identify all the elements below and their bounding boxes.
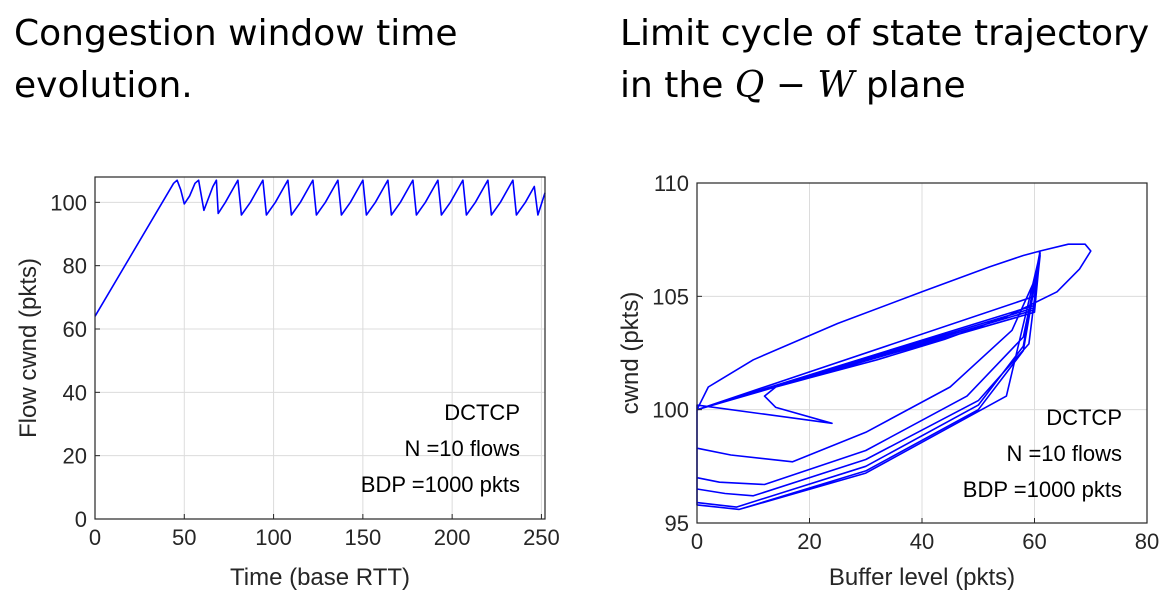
left-xtick-label-0: 0 [89, 525, 101, 550]
left-xtick-label-1: 50 [172, 525, 196, 550]
right-series-line-0 [696, 243, 1092, 511]
left-axes-box [94, 176, 546, 520]
right-ytick-label-1: 100 [652, 398, 689, 423]
left-ytick-label-3: 60 [63, 317, 87, 342]
left-annotation-1: N =10 flows [404, 436, 520, 461]
right-caption-suffix: plane [854, 65, 966, 106]
left-xlabel: Time (base RTT) [230, 564, 410, 591]
right-xtick-label-0: 0 [691, 529, 703, 554]
left-ytick-label-0: 0 [75, 507, 87, 532]
left-ytick-label-2: 40 [63, 380, 87, 405]
left-ylabel: Flow cwnd (pkts) [15, 258, 42, 438]
left-annotation-0: DCTCP [444, 400, 520, 425]
right-ylabel: cwnd (pkts) [617, 292, 644, 415]
right-xtick-label-1: 20 [797, 529, 821, 554]
right-caption-prefix: Limit cycle of state trajectory in the [620, 13, 1150, 106]
right-annotation-0: DCTCP [1046, 405, 1122, 430]
left-series-line-0 [94, 179, 546, 317]
left-ytick-label-1: 20 [63, 444, 87, 469]
right-xtick-label-3: 60 [1022, 529, 1046, 554]
left-chart: 0 50 100 150 200 250 0 20 40 60 80 100 Time (base RT… [15, 176, 560, 591]
left-xtick-label-5: 250 [523, 525, 560, 550]
right-chart: 0 20 40 60 80 95 100 105 110 Buffer level (pkts) c… [617, 171, 1159, 591]
right-ytick-label-2: 105 [652, 284, 689, 309]
left-ytick-label-4: 80 [63, 254, 87, 279]
left-caption-text: Congestion window time evolution. [14, 13, 458, 106]
right-ytick-label-0: 95 [665, 511, 689, 536]
left-xtick-label-4: 200 [434, 525, 471, 550]
left-figure-caption: Congestion window time evolution. [14, 8, 534, 112]
right-xlabel: Buffer level (pkts) [829, 564, 1015, 591]
left-xtick-label-3: 150 [344, 525, 381, 550]
left-ytick-label-5: 100 [50, 190, 87, 215]
right-xtick-label-4: 80 [1135, 529, 1159, 554]
right-annotation-2: BDP =1000 pkts [963, 477, 1122, 502]
right-xtick-label-2: 40 [910, 529, 934, 554]
right-annotation-1: N =10 flows [1006, 441, 1122, 466]
left-annotation-2: BDP =1000 pkts [361, 472, 520, 497]
right-ytick-label-3: 110 [654, 171, 689, 196]
right-caption-math: Q − W [734, 65, 855, 106]
left-xtick-label-2: 100 [255, 525, 292, 550]
right-figure-caption: Limit cycle of state trajectory in the Q… [620, 8, 1175, 112]
